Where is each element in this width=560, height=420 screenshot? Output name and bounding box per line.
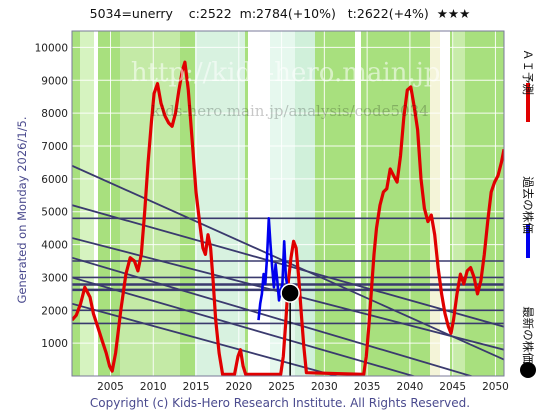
x-tick-labels: 2005 2010 2015 2020 2025 2030 2035 2040 2045 2050 (97, 381, 509, 393)
y-tick-label: 8000 (41, 108, 68, 120)
x-tick-label: 2020 (225, 381, 252, 393)
y-tick-label: 2000 (41, 305, 68, 317)
legend-marks (520, 83, 536, 378)
trend-line (72, 276, 417, 376)
y-tick-label: 3000 (41, 272, 68, 284)
y-tick-label: 1000 (41, 338, 68, 350)
legend-latest-label: 最新の株価 (521, 306, 535, 364)
x-tick-label: 2035 (354, 381, 381, 393)
series-lines (72, 60, 504, 376)
x-tick-label: 2015 (183, 381, 210, 393)
watermark-small: kids-hero.main.jp/analysis/code5034 (151, 102, 429, 120)
x-tick-label: 2040 (397, 381, 424, 393)
x-tick-label: 2030 (311, 381, 338, 393)
legend-ai-label: ＡＩ予測 (521, 49, 535, 95)
copyright-footer: Copyright (c) Kids-Hero Research Institu… (89, 396, 471, 410)
ai-forecast-line (72, 60, 504, 376)
y-tick-labels: 1000 2000 3000 4000 5000 6000 7000 8000 9000 1000… (35, 42, 68, 350)
x-tick-label: 2045 (439, 381, 466, 393)
latest-price-marker-group (280, 283, 300, 376)
y-tick-label: 6000 (41, 174, 68, 186)
y-tick-label: 7000 (41, 141, 68, 153)
x-tick-label: 2010 (140, 381, 167, 393)
legend-past-label: 過去の株価 (521, 176, 535, 234)
legend-latest-swatch (520, 362, 536, 378)
past-price-line (257, 217, 291, 321)
latest-price-marker (280, 283, 300, 303)
trend-line (72, 164, 504, 361)
y-tick-label: 9000 (41, 75, 68, 87)
x-tick-label: 2025 (268, 381, 295, 393)
watermark: http://kids-hero.main.jp/ (130, 58, 450, 88)
x-tick-label: 2005 (97, 381, 124, 393)
y-tick-label: 4000 (41, 240, 68, 252)
y-tick-label: 5000 (41, 207, 68, 219)
trend-line (72, 302, 340, 376)
generated-date-label: Generated on Monday 2026/1/5. (15, 116, 29, 304)
chart-header: 5034=unerry c:2522 m:2784(+10%) t:2622(+… (89, 6, 471, 21)
x-tick-label: 2050 (482, 381, 509, 393)
y-tick-label: 10000 (35, 42, 68, 54)
trend-line (72, 256, 474, 376)
